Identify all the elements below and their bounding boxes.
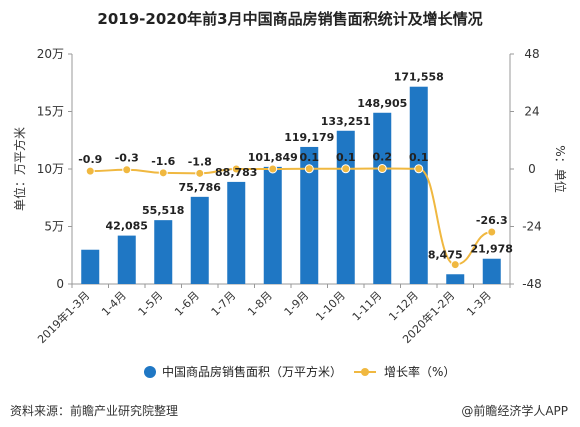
- legend-line-label: 增长率（%）: [384, 364, 455, 379]
- y-right-tick-label: -48: [522, 277, 542, 291]
- x-tick-label: 1-12月: [386, 289, 421, 324]
- bar: [446, 274, 465, 284]
- bar: [227, 181, 246, 284]
- bar-value-label: 75,786: [179, 181, 222, 194]
- y-right-tick-label: 24: [524, 105, 539, 119]
- bar-value-label: 119,179: [284, 131, 334, 144]
- line-point: [268, 164, 278, 174]
- bar-value-label: 42,085: [106, 220, 148, 233]
- legend-line-marker: [361, 368, 369, 376]
- bar-value-label: 171,558: [394, 71, 444, 84]
- source-note: 资料来源：前瞻产业研究院整理: [10, 404, 179, 418]
- bar: [190, 196, 209, 284]
- y-right-tick-label: -24: [522, 220, 542, 234]
- x-tick-label: 1-7月: [209, 289, 239, 319]
- x-tick-label: 2019年1-3月: [34, 288, 92, 346]
- line-series: [85, 164, 497, 270]
- y-left-tick-label: 10万: [37, 162, 64, 176]
- bar: [263, 166, 282, 284]
- y-right-tick-label: 48: [524, 47, 539, 61]
- line-value-label: -26.3: [476, 214, 508, 227]
- bar: [154, 220, 173, 284]
- bar: [373, 112, 392, 284]
- line-value-label: 0.1: [409, 151, 429, 164]
- y-right-tick-label: 0: [528, 162, 536, 176]
- line-point: [341, 164, 351, 174]
- line-value-label: -1.6: [151, 155, 175, 168]
- line-value-label: 0.1: [300, 151, 320, 164]
- y-left-tick-label: 20万: [37, 47, 64, 61]
- y-left-tick-label: 0: [56, 277, 64, 291]
- line-point: [231, 164, 241, 174]
- bar-value-label: 55,518: [142, 204, 184, 217]
- bar-series: [81, 86, 501, 284]
- line-value-label: -0.3: [115, 152, 139, 165]
- bar-value-label: 133,251: [321, 115, 371, 128]
- legend-bar-label: 中国商品房销售面积（万平方米）: [162, 364, 342, 379]
- line-point: [450, 260, 460, 270]
- line-point: [377, 164, 387, 174]
- line-value-label: -1.8: [188, 155, 212, 168]
- bar-value-label: 21,978: [471, 243, 513, 256]
- line-point: [487, 227, 497, 237]
- bar-value-label: 88,783: [215, 166, 257, 179]
- bar: [117, 235, 136, 284]
- y-left-tick-label: 15万: [37, 105, 64, 119]
- bar-value-label: 101,849: [248, 151, 298, 164]
- line-value-label: 0.1: [336, 151, 356, 164]
- y-left-tick-label: 5万: [44, 220, 64, 234]
- bar-value-label: 148,905: [357, 97, 407, 110]
- bar: [300, 146, 319, 284]
- chart-title: 2019-2020年前3月中国商品房销售面积统计及增长情况: [97, 10, 483, 28]
- data-labels: 42,085 55,518 75,786 88,783 101,849 119,179 13…: [78, 71, 513, 262]
- x-tick-label: 1-11月: [350, 289, 385, 324]
- y-left-axis-title: 单位：万平方米: [12, 127, 27, 211]
- x-tick-label: 1-4月: [99, 289, 129, 319]
- x-tick-label: 1-3月: [464, 289, 494, 319]
- line-point: [304, 164, 314, 174]
- legend-bar-swatch: [144, 366, 156, 378]
- y-right-axis-title: %：单位: [553, 145, 568, 192]
- copyright-note: @前瞻经济学人APP: [461, 404, 568, 418]
- line-point: [158, 168, 168, 178]
- bar-value-label: 8,475: [428, 248, 463, 261]
- bar: [81, 249, 100, 284]
- x-tick-label: 1-10月: [313, 289, 348, 324]
- line-value-label: -0.9: [78, 153, 102, 166]
- bar: [482, 258, 501, 284]
- x-tick-label: 1-5月: [136, 289, 166, 319]
- legend: 中国商品房销售面积（万平方米） 增长率（%）: [144, 364, 455, 379]
- line-value-label: 0.2: [373, 151, 393, 164]
- axes: 0 5万 10万 15万 20万 -48 -24 0 24 48 2019年1-3月 1-4月 1-5月…: [12, 47, 568, 346]
- line-point: [414, 164, 424, 174]
- x-tick-label: 1-6月: [172, 289, 202, 319]
- line-point: [85, 166, 95, 176]
- x-tick-label: 1-8月: [245, 289, 275, 319]
- line-point: [122, 165, 132, 175]
- x-tick-label: 1-9月: [282, 289, 312, 319]
- bar: [409, 86, 428, 284]
- line-point: [195, 168, 205, 178]
